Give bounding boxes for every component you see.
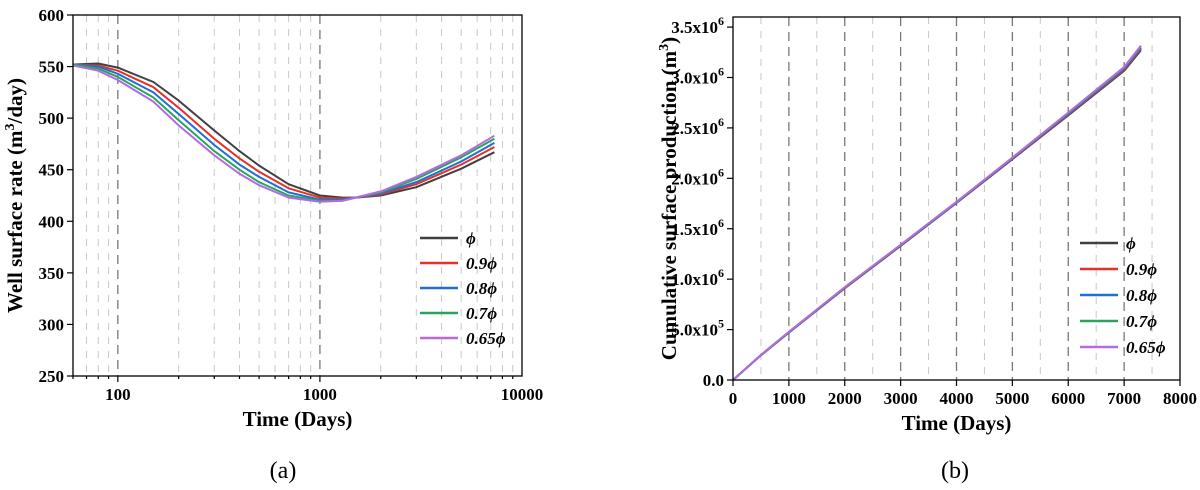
y-axis-label: Cumulative surface production (m3) (657, 37, 681, 360)
y-tick-label: 2.0x106 (671, 165, 724, 188)
series-line-3 (72, 63, 495, 202)
x-tick-label: 1000 (303, 385, 337, 404)
x-tick-label: 2000 (828, 389, 862, 408)
x-tick-label: 4000 (940, 389, 974, 408)
x-tick-label: 7000 (1107, 389, 1141, 408)
y-tick-label: 1.0x106 (671, 266, 724, 289)
series-line-0 (72, 62, 495, 199)
y-axis-label: Well surface rate (m3/day) (3, 78, 27, 313)
panel-b-chart: 0 1000 2000 3000 4000 5000 6000 7000 8000 0.0 5.0x… (657, 14, 1197, 484)
series-line-2 (72, 63, 495, 201)
y-tick-label: 3.5x106 (671, 14, 724, 37)
y-tick-label: 3.0x106 (671, 65, 724, 88)
legend-label-2: 0.8ϕ (1126, 286, 1157, 305)
x-tick-label: 10000 (501, 385, 544, 404)
x-tick-label: 1000 (772, 389, 806, 408)
y-tick-label: 300 (39, 315, 65, 334)
y-tick-label: 5.0x105 (671, 317, 724, 340)
x-tick-label: 100 (105, 385, 131, 404)
legend-label-4: 0.65ϕ (466, 329, 506, 348)
y-tick-label: 1.5x106 (671, 216, 724, 239)
plot-frame (72, 14, 523, 377)
series-line-2 (732, 47, 1142, 381)
series-line-1 (732, 48, 1142, 381)
y-tick-label: 350 (39, 264, 65, 283)
legend-label-3: 0.7ϕ (466, 304, 497, 323)
y-tick-label: 500 (39, 109, 65, 128)
legend-label-0: ϕ (1126, 234, 1136, 253)
legend-label-2: 0.8ϕ (466, 279, 497, 298)
y-tick-label: 600 (39, 6, 65, 25)
panel-a-chart: 100 1000 10000 250 300 350 400 450 500 550 600 Time… (3, 6, 543, 484)
series-line-4 (732, 44, 1142, 381)
series-line-4 (72, 64, 495, 203)
series-line-0 (732, 49, 1142, 381)
x-axis-label: Time (Days) (902, 411, 1012, 435)
x-tick-label: 8000 (1163, 389, 1197, 408)
legend-label-3: 0.7ϕ (1126, 312, 1157, 331)
panel-caption-label: (b) (941, 458, 969, 484)
y-tick-label: 0.0 (703, 371, 724, 390)
legend-label-4: 0.65ϕ (1126, 338, 1166, 357)
x-axis-label: Time (Days) (243, 407, 353, 431)
y-tick-label: 400 (39, 212, 65, 231)
x-tick-label: 5000 (995, 389, 1029, 408)
legend-label-0: ϕ (466, 229, 476, 248)
y-tick-label: 450 (39, 161, 65, 180)
legend-label-1: 0.9ϕ (466, 254, 497, 273)
x-tick-label: 6000 (1051, 389, 1085, 408)
series-line-1 (72, 63, 495, 200)
x-tick-label: 3000 (884, 389, 918, 408)
series-line-3 (732, 45, 1142, 381)
x-tick-label: 0 (729, 389, 738, 408)
legend-label-1: 0.9ϕ (1126, 260, 1157, 279)
y-tick-label: 250 (39, 367, 65, 386)
panel-caption-label: (a) (270, 458, 297, 484)
y-tick-label: 550 (39, 58, 65, 77)
y-tick-label: 2.5x106 (671, 115, 724, 138)
